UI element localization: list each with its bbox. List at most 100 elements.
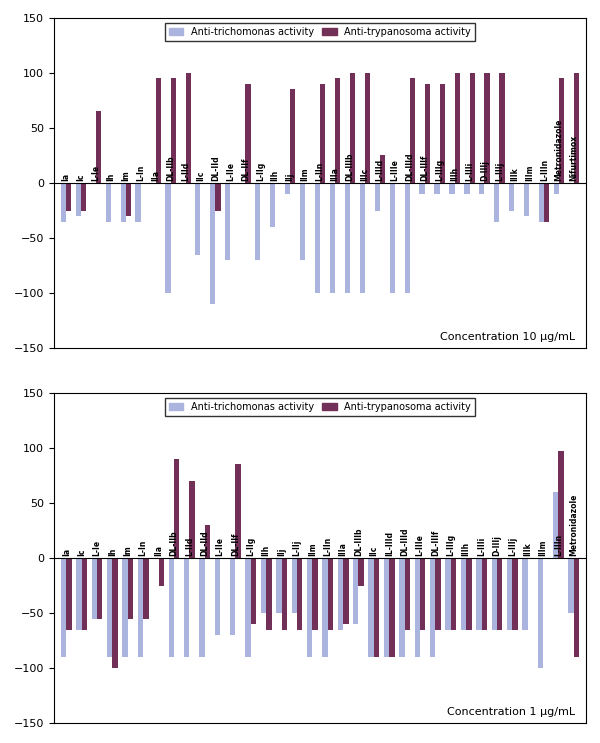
Text: Ih: Ih (106, 172, 115, 181)
Bar (235, 464, 241, 558)
Bar (404, 558, 410, 629)
Bar (479, 183, 484, 194)
Bar (499, 73, 505, 183)
Bar (121, 183, 126, 221)
Text: Im: Im (124, 545, 133, 556)
Bar (470, 73, 475, 183)
Text: D-IIIj: D-IIIj (493, 535, 502, 556)
Bar (166, 183, 170, 293)
Bar (195, 183, 200, 255)
Text: DL-IIId: DL-IIId (400, 528, 409, 556)
Bar (419, 183, 425, 194)
Text: Metronidazole: Metronidazole (569, 493, 578, 556)
Text: IIIk: IIIk (523, 542, 532, 556)
Text: Ih: Ih (108, 548, 117, 556)
Text: DL-IIIb: DL-IIIb (346, 152, 355, 181)
Bar (335, 79, 340, 183)
Text: Ic: Ic (77, 548, 86, 556)
Bar (290, 89, 295, 183)
Bar (215, 183, 221, 210)
Text: IIIk: IIIk (510, 167, 519, 181)
Bar (389, 558, 395, 657)
Text: L-IIIg: L-IIIg (435, 159, 444, 181)
Text: Concentration 1 μg/mL: Concentration 1 μg/mL (448, 707, 575, 716)
Bar (544, 183, 550, 221)
Bar (374, 183, 380, 210)
Legend: Anti-trichomonas activity, Anti-trypanosoma activity: Anti-trichomonas activity, Anti-trypanos… (165, 23, 475, 41)
Bar (81, 183, 86, 210)
Text: IIm: IIm (308, 542, 317, 556)
Bar (276, 558, 281, 613)
Text: L-IIIj: L-IIIj (508, 536, 517, 556)
Text: IIa: IIa (154, 545, 163, 556)
Bar (343, 558, 349, 624)
Bar (215, 558, 220, 635)
Bar (266, 558, 272, 629)
Text: IIc: IIc (370, 545, 379, 556)
Bar (415, 558, 420, 657)
Text: IIc: IIc (196, 170, 205, 181)
Bar (106, 183, 111, 221)
Bar (522, 558, 527, 629)
Bar (445, 558, 451, 629)
Bar (559, 451, 564, 558)
Bar (430, 558, 436, 657)
Text: L-IIn: L-IIn (316, 161, 325, 181)
Bar (399, 558, 404, 657)
Bar (384, 558, 389, 657)
Bar (297, 558, 302, 629)
Bar (255, 183, 260, 260)
Text: L-IIId: L-IIId (376, 159, 385, 181)
Bar (345, 183, 350, 293)
Text: IIIh: IIIh (450, 166, 459, 181)
Bar (126, 183, 131, 216)
Bar (138, 558, 143, 657)
Bar (245, 84, 251, 183)
Bar (185, 73, 191, 183)
Bar (225, 183, 230, 260)
Bar (66, 183, 71, 210)
Bar (307, 558, 313, 657)
Text: DL-IIf: DL-IIf (241, 158, 250, 181)
Bar (96, 111, 101, 183)
Bar (425, 84, 430, 183)
Text: L-IIIn: L-IIIn (554, 533, 563, 556)
Bar (461, 558, 466, 629)
Text: IIIh: IIIh (461, 542, 470, 556)
Bar (245, 558, 251, 657)
Text: DL-IIf: DL-IIf (231, 532, 240, 556)
Bar (568, 558, 574, 613)
Text: DL-IIIf: DL-IIIf (420, 155, 429, 181)
Bar (174, 459, 179, 558)
Text: IIIa: IIIa (331, 167, 340, 181)
Text: L-IId: L-IId (185, 536, 194, 556)
Bar (497, 558, 502, 629)
Bar (82, 558, 87, 629)
Bar (281, 558, 287, 629)
Bar (404, 183, 410, 293)
Text: L-IIIg: L-IIIg (446, 533, 455, 556)
Text: L-Ie: L-Ie (92, 539, 101, 556)
Text: IIj: IIj (286, 172, 295, 181)
Text: L-IIe: L-IIe (215, 536, 224, 556)
Bar (97, 558, 103, 618)
Bar (410, 79, 415, 183)
Text: IIh: IIh (271, 169, 280, 181)
Text: Im: Im (121, 170, 130, 181)
Text: IIj: IIj (277, 548, 286, 556)
Bar (292, 558, 297, 613)
Bar (61, 183, 66, 221)
Bar (66, 558, 71, 629)
Text: IIIa: IIIa (338, 542, 347, 556)
Bar (190, 481, 195, 558)
Text: Ia: Ia (61, 172, 70, 181)
Bar (559, 79, 565, 183)
Text: L-IIIn: L-IIIn (540, 159, 549, 181)
Text: L-IId: L-IId (181, 161, 190, 181)
Bar (538, 558, 543, 668)
Bar (230, 558, 235, 635)
Bar (210, 183, 215, 304)
Text: L-IIj: L-IIj (292, 539, 301, 556)
Bar (353, 558, 358, 624)
Bar (464, 183, 470, 194)
